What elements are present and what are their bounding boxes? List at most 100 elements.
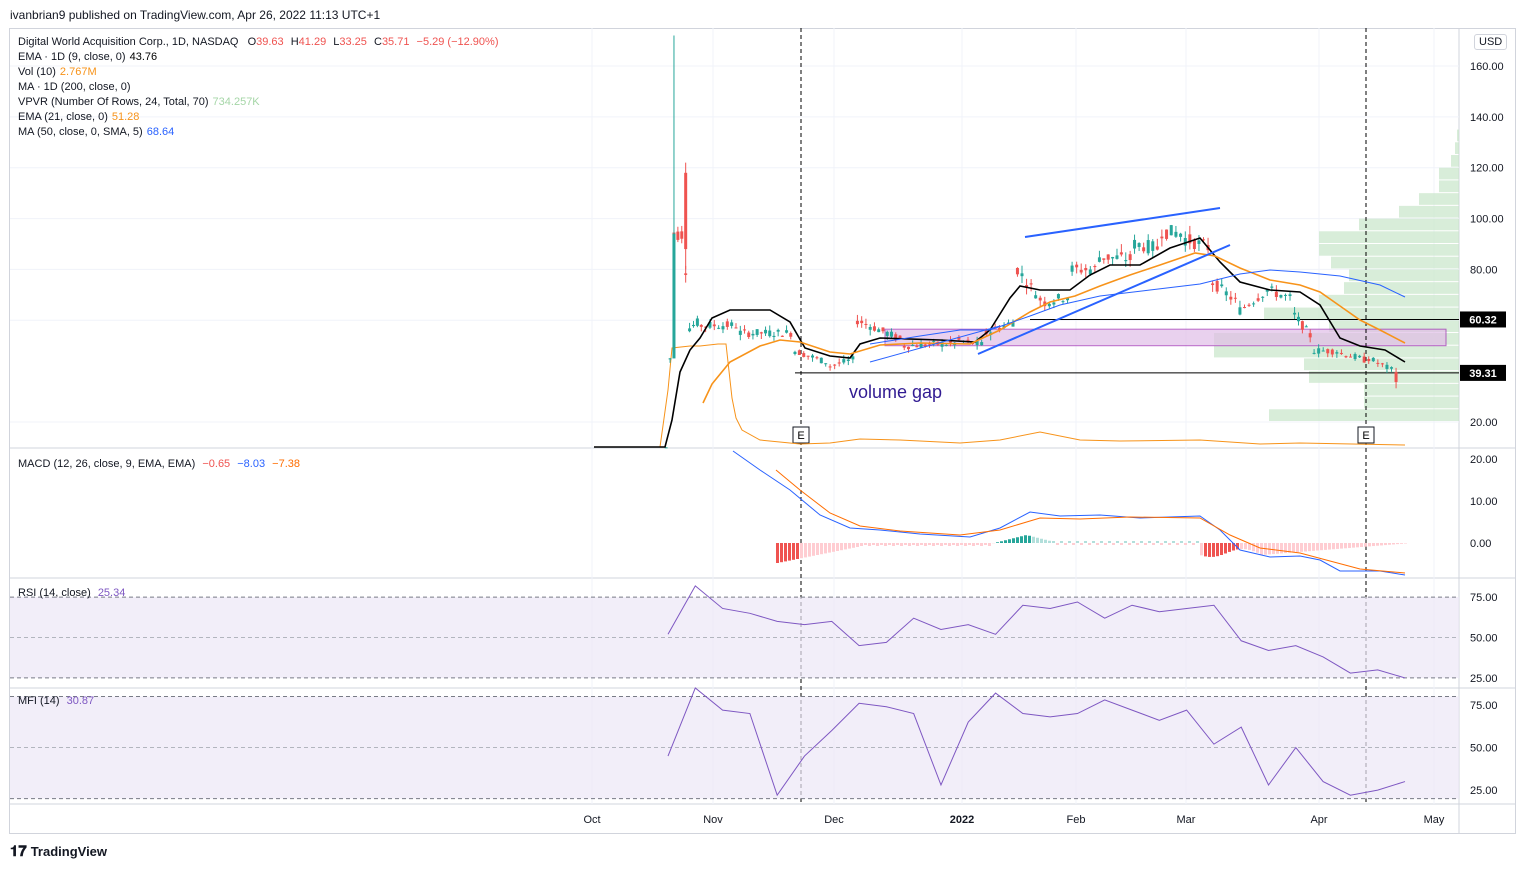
candle-body: [1061, 301, 1065, 303]
candle-body: [1179, 233, 1183, 237]
macd-histogram-bar: [1084, 541, 1087, 543]
vpvr-bar: [1399, 205, 1459, 218]
candle-body: [691, 324, 695, 327]
candle-body: [906, 346, 910, 350]
symbol-row: Digital World Acquisition Corp., 1D, NAS…: [18, 35, 498, 50]
macd-histogram-bar: [804, 543, 807, 558]
macd-histogram-bar: [1088, 543, 1091, 545]
candle-body: [743, 329, 747, 331]
macd-histogram-bar: [852, 543, 855, 548]
candle-body: [1075, 264, 1079, 268]
macd-histogram-bar: [960, 543, 963, 545]
candle-body: [695, 318, 699, 326]
macd-histogram-bar: [1044, 539, 1047, 543]
candle-body: [1279, 295, 1283, 298]
macd-histogram-bar: [1160, 543, 1163, 545]
x-tick-label: Nov: [703, 814, 723, 826]
candle-body: [1151, 241, 1155, 251]
candle-body: [923, 344, 927, 347]
candle-body: [855, 320, 859, 325]
macd-histogram-bar: [928, 543, 931, 545]
macd-histogram-bar: [840, 543, 843, 551]
macd-histogram-bar: [1304, 543, 1307, 552]
macd-histogram-bar: [948, 543, 951, 546]
ema21-row: EMA (21, close, 0) 51.28: [18, 110, 498, 125]
candle-body: [1124, 260, 1128, 262]
candle-body: [1146, 240, 1150, 254]
open-value: 39.63: [256, 36, 284, 48]
x-tick-label: Feb: [1067, 814, 1086, 826]
vpvr-bar: [1329, 320, 1459, 332]
candle-body: [1160, 236, 1164, 239]
candle-body: [1183, 238, 1187, 246]
close-label: C: [373, 36, 382, 48]
candle-body: [860, 320, 864, 324]
candle-body: [1330, 349, 1334, 355]
vpvr-bar: [1364, 383, 1459, 396]
earnings-marker: [1357, 426, 1375, 444]
macd-histogram-bar: [856, 543, 859, 547]
macd-histogram-bar: [908, 543, 911, 546]
candle-body: [725, 321, 729, 327]
volume-line: [594, 343, 1406, 448]
x-tick-label: Mar: [1177, 814, 1196, 826]
candle-body: [898, 335, 902, 339]
macd-histogram-bar: [1028, 535, 1031, 543]
price-tick-label: 160.00: [1470, 61, 1504, 73]
price-label-bg: [1460, 311, 1506, 328]
candle-body: [802, 353, 806, 357]
macd-histogram-bar: [956, 543, 959, 546]
macd-histogram-bar: [1328, 543, 1331, 550]
candle-body: [1394, 372, 1398, 383]
candle-body: [1169, 225, 1173, 236]
candle-body: [1362, 356, 1366, 363]
ema9-row: EMA · 1D (9, close, 0) 43.76: [18, 50, 498, 65]
candle-body: [734, 327, 738, 329]
macd-histogram-bar: [912, 543, 915, 545]
macd-histogram-bar: [1140, 541, 1143, 543]
candle-body: [785, 330, 789, 333]
vpvr-bar: [1457, 129, 1459, 142]
candle-body: [919, 343, 923, 348]
candle-body: [684, 273, 688, 275]
rsi-value: 25.34: [97, 587, 126, 599]
currency-button[interactable]: USD: [1474, 34, 1508, 50]
candle-body: [1339, 352, 1343, 354]
macd-tick-label: 20.00: [1470, 454, 1498, 466]
macd-histogram-bar: [964, 543, 967, 546]
macd-histogram-bar: [1396, 543, 1399, 545]
macd-histogram-bar: [860, 543, 863, 546]
macd-tick-label: 0.00: [1470, 538, 1491, 550]
candle-body: [1029, 283, 1033, 285]
macd-histogram-bar: [1052, 541, 1055, 543]
candle-body: [738, 330, 742, 335]
price-tick-label: 100.00: [1470, 214, 1504, 226]
chart-frame: [9, 28, 1516, 834]
macd-histogram-bar: [1308, 543, 1311, 552]
candle-body: [1247, 304, 1251, 306]
macd-histogram-bar: [784, 543, 787, 562]
macd-histogram-bar: [880, 543, 883, 545]
vpvr-bar: [1439, 167, 1459, 180]
price-label-upper: 60.32: [1469, 314, 1497, 326]
macd-histogram-bar: [1152, 543, 1155, 545]
candle-body: [824, 363, 828, 365]
ma200-row: MA · 1D (200, close, 0): [18, 80, 498, 95]
candle-body: [1344, 356, 1348, 358]
macd-histogram-bar: [1216, 543, 1219, 557]
macd-histogram-bar: [1036, 537, 1039, 543]
candle-body: [699, 324, 703, 327]
candle-body: [1261, 296, 1265, 298]
macd-legend: MACD (12, 26, close, 9, EMA, EMA) −0.65 …: [18, 457, 300, 472]
macd-histogram-bar: [1020, 536, 1023, 543]
macd-histogram-bar: [1148, 541, 1151, 543]
macd-value: −8.03: [237, 458, 266, 470]
mfi-value: 30.87: [66, 695, 95, 707]
macd-histogram-bar: [1204, 543, 1207, 557]
trendline-small: [869, 325, 1001, 363]
candle-body: [1047, 303, 1051, 307]
macd-histogram-bar: [1332, 543, 1335, 550]
macd-histogram-bar: [1324, 543, 1327, 550]
macd-histogram-bar: [1080, 543, 1083, 545]
